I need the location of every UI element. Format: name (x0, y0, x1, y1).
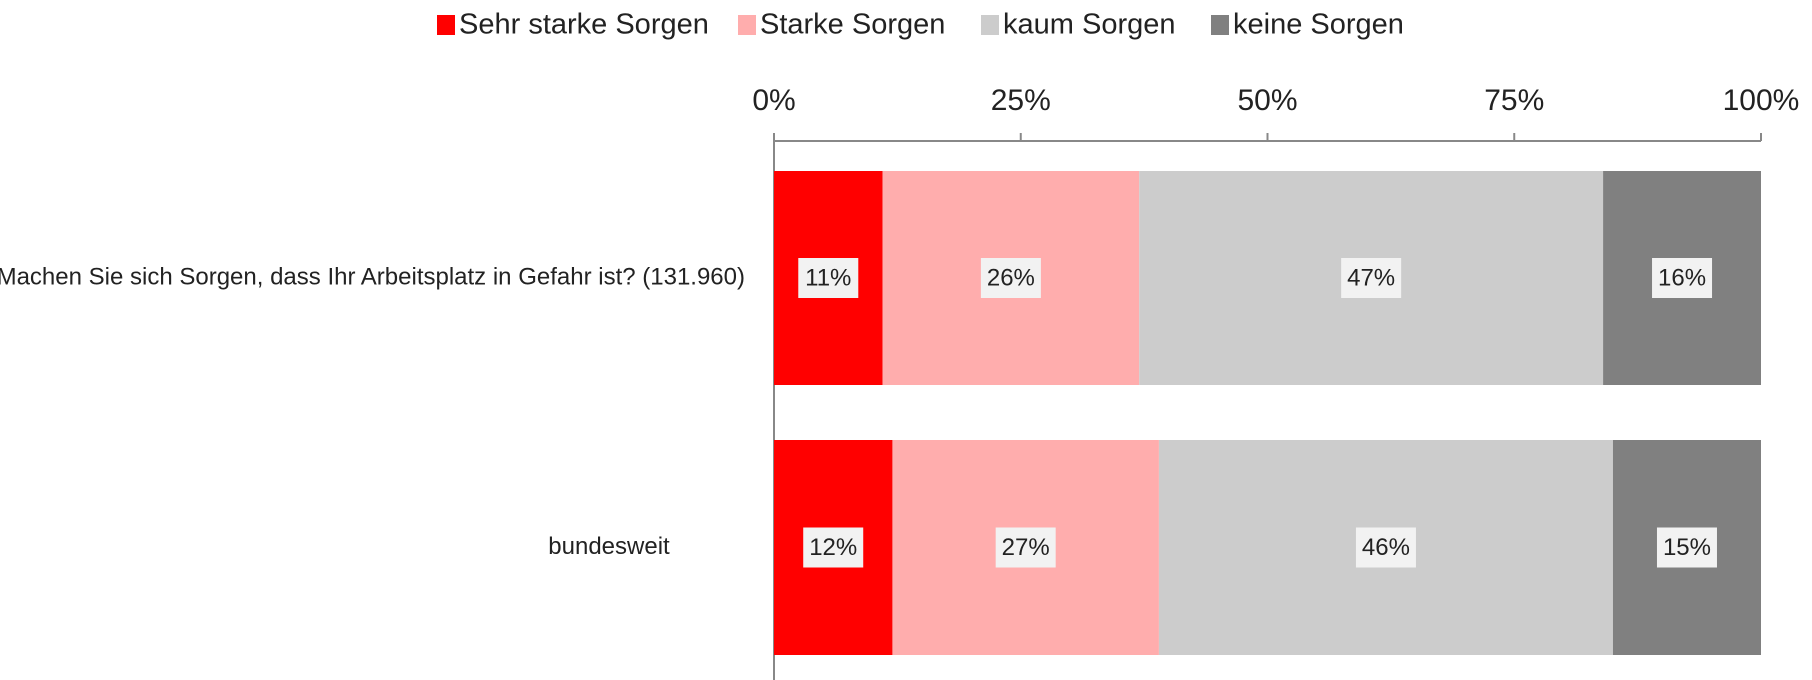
value-label-box (1652, 258, 1713, 298)
value-label-box (1341, 258, 1402, 298)
legend-label: Starke Sorgen (760, 9, 945, 41)
value-label-box (798, 258, 859, 298)
value-label-box (803, 527, 864, 568)
value-label: 46% (1362, 534, 1410, 561)
value-label: 11% (805, 264, 851, 291)
x-tick-label: 25% (991, 84, 1051, 117)
value-label: 47% (1347, 264, 1395, 291)
value-label: 12% (809, 534, 857, 561)
value-label-box (1656, 527, 1717, 568)
legend-label: Sehr starke Sorgen (459, 9, 709, 41)
legend-swatch (981, 15, 999, 35)
legend-label: kaum Sorgen (1003, 9, 1176, 41)
value-label: 27% (1002, 534, 1050, 561)
legend-swatch (738, 15, 756, 35)
value-label: 15% (1663, 534, 1711, 561)
value-label: 16% (1658, 264, 1706, 291)
x-tick-label: 50% (1237, 84, 1297, 117)
x-tick-label: 100% (1723, 84, 1800, 117)
category-label: Machen Sie sich Sorgen, dass Ihr Arbeits… (0, 263, 745, 290)
legend-swatch (437, 15, 455, 35)
x-tick-label: 75% (1484, 84, 1544, 117)
value-label-box (980, 258, 1041, 298)
value-label-box (995, 527, 1056, 568)
category-label: bundesweit (548, 533, 670, 560)
value-label: 26% (987, 264, 1035, 291)
legend-label: keine Sorgen (1233, 9, 1404, 41)
x-tick-label: 0% (752, 84, 795, 117)
legend-swatch (1211, 15, 1229, 35)
value-label-box (1355, 527, 1416, 568)
